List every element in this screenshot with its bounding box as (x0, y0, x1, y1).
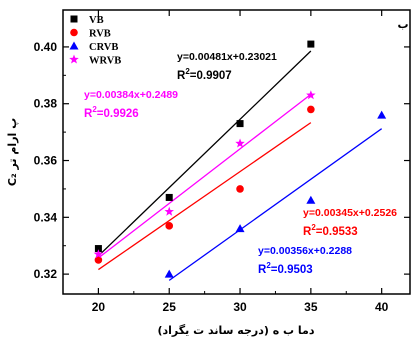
legend-label-vb: VB (89, 15, 104, 26)
fit-equation-rvb: y=0.00345x+0.2526 (303, 207, 397, 219)
point-vb (166, 194, 173, 201)
legend-marker-crvb (70, 42, 79, 50)
x-tick-label: 40 (375, 300, 389, 314)
y-tick-label: 0.40 (34, 40, 58, 54)
legend-label-rvb: RVB (89, 29, 111, 40)
legend-label-crvb: CRVB (89, 42, 118, 53)
fit-equation-crvb: y=0.00356x+0.2288 (258, 245, 352, 257)
fit-r2-vb: R2=0.9907 (177, 67, 232, 82)
y-tick-label: 0.36 (34, 154, 58, 168)
x-axis-title: دما ب ه (درجه ساند ت یگراد) (157, 324, 314, 337)
fit-equation-wrvb: y=0.00384x+0.2489 (84, 89, 178, 101)
point-rvb (307, 106, 315, 114)
legend-marker-vb (71, 16, 78, 23)
y-tick-label: 0.38 (34, 97, 58, 111)
point-rvb (165, 222, 173, 230)
point-rvb (95, 256, 103, 264)
fit-annotations: y=0.00481x+0.23021 R2=0.9907 y=0.00345x+0.… (84, 51, 397, 276)
point-crvb (377, 111, 386, 119)
point-crvb (165, 270, 174, 278)
fit-line-crvb (169, 129, 381, 281)
point-wrvb (164, 207, 174, 216)
fit-r2-rvb: R2=0.9533 (303, 223, 358, 238)
x-tick-label: 20 (92, 300, 106, 314)
legend: VB RVB CRVB WRVB (69, 15, 121, 67)
legend-marker-rvb (70, 29, 78, 37)
y-tick-label: 0.32 (34, 267, 58, 281)
point-rvb (236, 185, 244, 193)
corner-label: ب (397, 18, 408, 31)
legend-label-wrvb: WRVB (89, 56, 121, 67)
y-axis-title: C₂ پ ارام تر (6, 118, 19, 186)
x-tick-label: 30 (233, 300, 247, 314)
point-vb (237, 120, 244, 127)
x-tick-label: 25 (163, 300, 177, 314)
y-tick-label: 0.34 (34, 210, 58, 224)
legend-marker-wrvb (69, 55, 79, 64)
fit-equation-vb: y=0.00481x+0.23021 (177, 51, 277, 63)
point-wrvb (306, 90, 316, 99)
point-crvb (306, 196, 315, 204)
point-vb (307, 41, 314, 48)
fit-r2-crvb: R2=0.9503 (258, 261, 313, 276)
fit-r2-wrvb: R2=0.9926 (84, 105, 139, 120)
x-tick-label: 35 (304, 300, 318, 314)
